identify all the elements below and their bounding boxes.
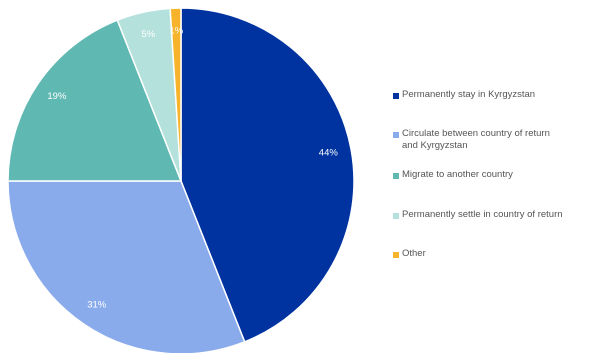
legend-label-settle: Permanently settle in country of return [402, 209, 563, 220]
legend-item-circulate: Circulate between country of return and … [393, 128, 592, 152]
data-label-permanently-stay: 44% [319, 147, 339, 158]
legend-label-other: Other [402, 248, 426, 259]
legend-swatch-migrate [393, 173, 399, 179]
legend-swatch-settle [393, 213, 399, 219]
legend-item-other: Other [393, 248, 592, 260]
pie-slice-permanently-stay [180, 7, 355, 343]
legend-item-settle: Permanently settle in country of return [393, 209, 592, 221]
legend-swatch-circulate [393, 132, 399, 138]
legend-swatch-permanently-stay [393, 93, 399, 99]
legend-swatch-other [393, 252, 399, 258]
legend-item-migrate: Migrate to another country [393, 169, 592, 181]
legend-item-permanently-stay: Permanently stay in Kyrgyzstan [393, 89, 592, 101]
data-label-other: 1% [169, 26, 183, 37]
legend-label-permanently-stay: Permanently stay in Kyrgyzstan [402, 89, 536, 100]
data-label-settle: 5% [141, 29, 155, 40]
data-label-circulate: 31% [87, 300, 107, 311]
data-label-migrate: 19% [47, 91, 67, 102]
pie-slice-other [169, 7, 182, 182]
pie-slice-migrate [7, 19, 182, 182]
legend-label-migrate: Migrate to another country [402, 169, 513, 180]
pie-slice-circulate [7, 180, 246, 353]
legend-label-circulate: Circulate between country of return and … [402, 128, 550, 151]
